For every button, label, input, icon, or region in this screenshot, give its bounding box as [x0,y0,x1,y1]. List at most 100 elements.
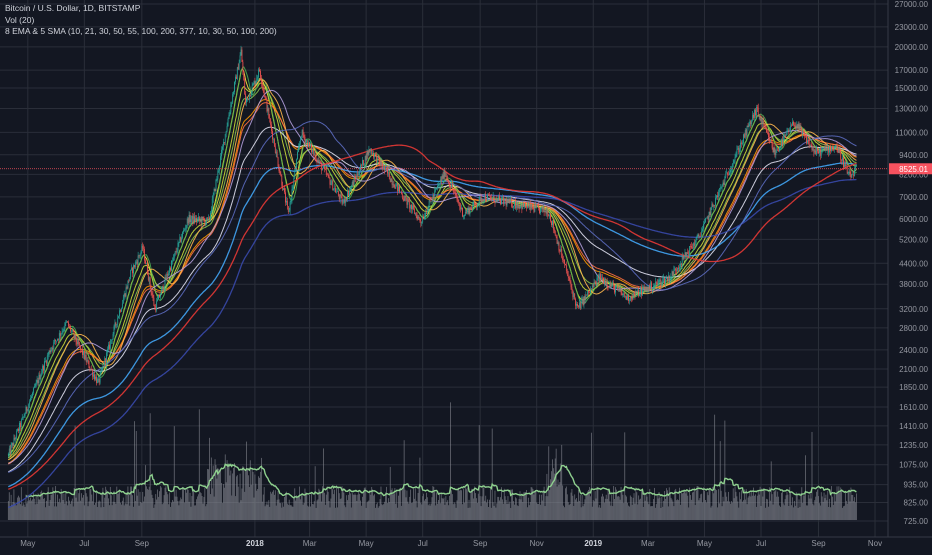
volume-bar [801,487,803,520]
candle [36,375,38,385]
y-tick-label: 11000.00 [895,128,928,137]
candle [210,211,211,222]
candle [16,429,18,441]
y-tick-label: 8200.00 [899,170,928,179]
candle [222,138,224,151]
candle [377,155,379,159]
candle [283,187,285,191]
volume-bar [679,504,681,520]
candle [422,213,424,224]
volume-legend[interactable]: Vol (20) [5,14,35,25]
candle [7,452,9,458]
volume-bar [840,487,842,520]
sma-30-line [8,79,857,461]
candle [499,192,501,202]
volume-bar [208,469,209,520]
candle [324,166,326,171]
candle [194,212,196,225]
volume-bar [117,493,119,520]
candle [116,324,118,329]
volume-bar [826,500,828,520]
candle [392,180,394,188]
volume-bar [431,497,433,520]
candle [525,201,526,209]
volume-bar [790,491,792,520]
volume-bar [485,495,487,520]
volume-bar [503,488,505,520]
candle [617,287,619,292]
volume-bar [108,505,110,520]
candle [159,292,161,300]
volume-bar [654,487,655,520]
candle [298,140,300,150]
ma-legend[interactable]: 8 EMA & 5 SMA (10, 21, 30, 50, 55, 100, … [5,26,277,36]
candle [656,279,658,285]
candle [50,347,52,354]
volume-bar [451,494,453,520]
candle [671,269,673,281]
candle [754,108,755,122]
candle [683,255,685,262]
candle [608,285,610,288]
volume-bar [517,506,519,520]
volume-bar [592,500,594,520]
candle [664,277,666,285]
volume-bar [411,502,412,520]
candle [498,194,500,202]
candle [200,216,202,228]
volume-bar [443,497,445,520]
candle [670,276,672,282]
volume-bar [229,475,231,520]
volume-bar [618,496,620,520]
volume-bar [235,476,237,520]
candle [566,268,568,277]
volume-bar [145,465,146,520]
candle [496,195,498,203]
candle [661,281,663,289]
candle [139,253,141,260]
candle [471,205,473,212]
volume-bar [545,496,547,520]
volume-bar [427,505,429,520]
candle [668,275,670,284]
volume-bar [109,486,111,520]
volume-bar [115,503,117,520]
candle [136,259,138,268]
candle [25,405,27,415]
volume-bar [300,495,302,520]
symbol-title[interactable]: Bitcoin / U.S. Dollar, 1D, BITSTAMP [5,3,141,13]
candle [146,262,147,265]
candle [461,204,463,211]
volume-bar [399,488,400,520]
volume-bar [465,489,467,520]
volume-bar [666,490,668,520]
volume-bar [837,493,839,520]
candle [653,283,654,289]
candle [625,295,627,300]
candle [34,383,36,388]
candle [730,166,731,177]
volume-bar [304,488,306,520]
volume-bar [63,493,65,520]
volume-bar [742,501,743,520]
candle [647,286,649,293]
candle [597,274,599,281]
volume-bar [450,402,451,520]
candle [676,267,678,275]
candle [673,265,675,277]
volume-bar [605,494,607,520]
volume-bar [52,487,54,520]
candle [806,136,808,145]
candle [279,167,281,176]
candle [35,379,37,388]
volume-bar [180,497,182,520]
candle [260,75,262,88]
volume-bar [552,459,553,520]
candle [652,287,653,295]
volume-bar [759,486,761,520]
volume-bar [765,507,767,520]
candle [330,180,332,185]
volume-bar [154,504,156,520]
